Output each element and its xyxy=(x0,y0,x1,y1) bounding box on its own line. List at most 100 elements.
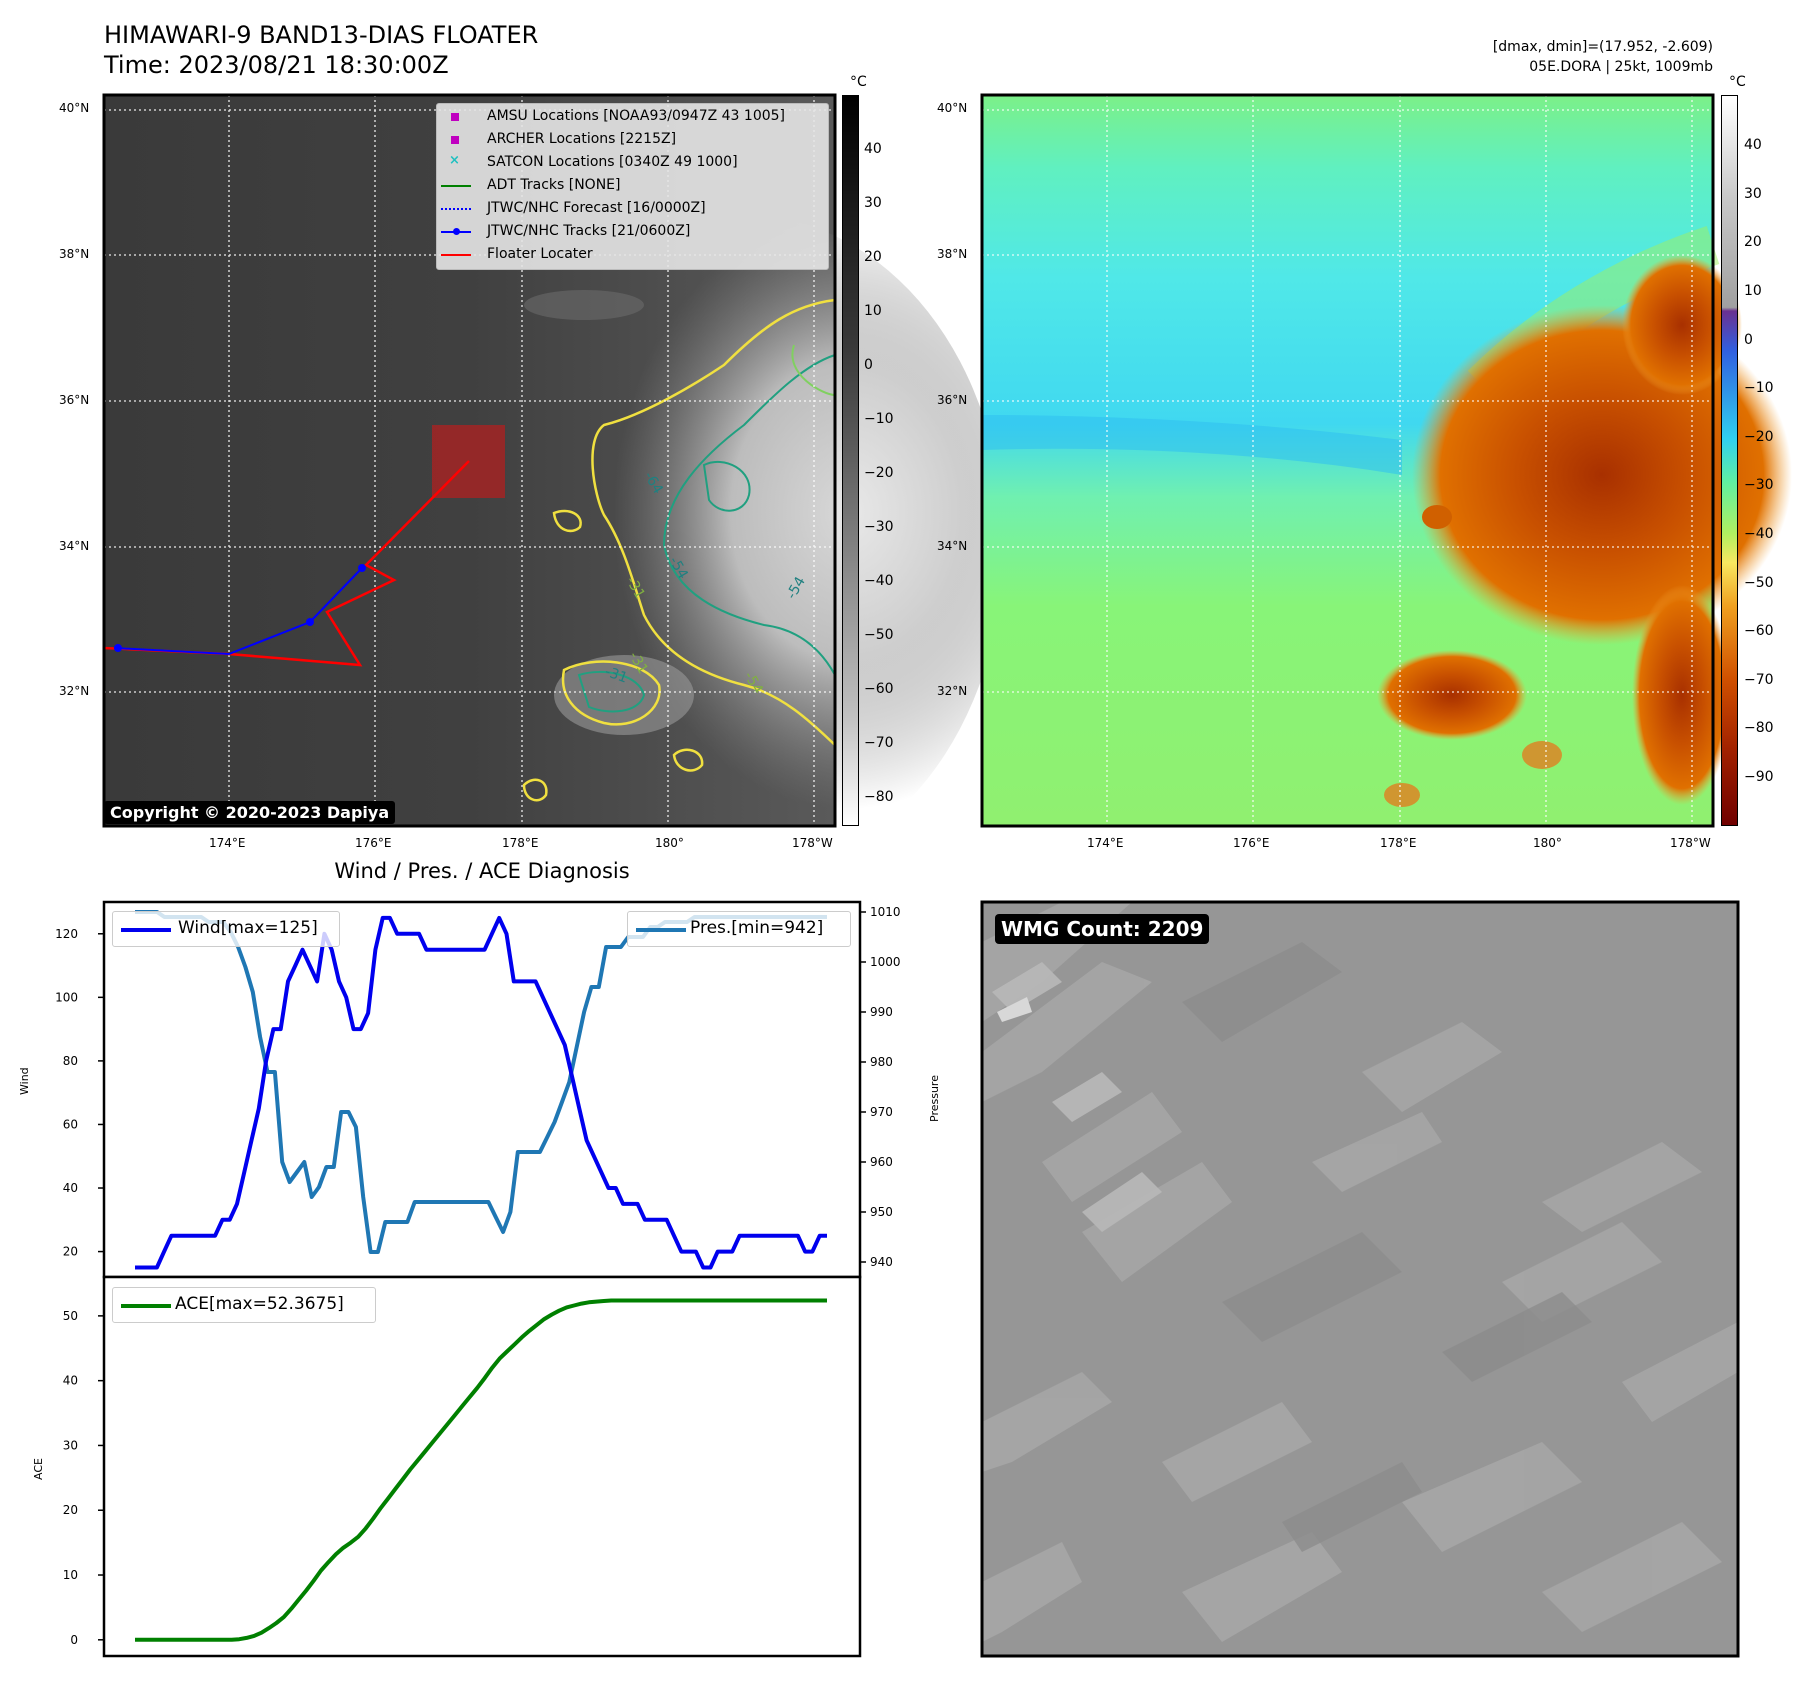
color-lon-tick: 174°E xyxy=(1087,836,1124,850)
archer-marker-icon xyxy=(451,136,459,144)
wind-ytick-label: 20 xyxy=(63,1245,78,1259)
pressure-ytick-label: 990 xyxy=(870,1005,893,1019)
amsu-marker-icon xyxy=(451,113,459,121)
pressure-ytick-label: 1010 xyxy=(870,905,901,919)
legend-amsu: AMSU Locations [NOAA93/0947Z 43 1005] xyxy=(487,108,786,124)
wind-ylabel: Wind xyxy=(18,1067,31,1095)
legend-tracks: JTWC/NHC Tracks [21/0600Z] xyxy=(487,223,691,239)
ace-legend-line-icon xyxy=(121,1304,171,1308)
cbar-tick: 10 xyxy=(864,303,882,319)
wind-ytick-label: 80 xyxy=(63,1054,78,1068)
ir-lat-tick: 38°N xyxy=(59,247,90,261)
color-lat-tick: 40°N xyxy=(937,101,968,115)
cbar-tick: 30 xyxy=(1744,186,1762,202)
wmg-map xyxy=(980,900,1740,1658)
ace-ytick-label: 50 xyxy=(63,1309,78,1323)
ir-lat-tick: 36°N xyxy=(59,393,90,407)
cbar-tick: −40 xyxy=(1744,526,1774,542)
pressure-legend: Pres.[min=942] xyxy=(627,911,851,947)
color-map xyxy=(980,93,1792,828)
wind-ytick-label: 60 xyxy=(63,1117,78,1131)
cbar-tick: −60 xyxy=(864,681,894,697)
ace-ylabel: ACE xyxy=(32,1458,45,1480)
color-header-line1: [dmax, dmin]=(17.952, -2.609) xyxy=(1492,39,1713,55)
pressure-ytick-label: 950 xyxy=(870,1205,893,1219)
wind-ytick-label: 120 xyxy=(55,927,78,941)
cbar-tick: −40 xyxy=(864,573,894,589)
cbar-tick: 40 xyxy=(864,141,882,157)
wind-ytick-label: 40 xyxy=(63,1181,78,1195)
ace-legend-label: ACE[max=52.3675] xyxy=(175,1294,344,1314)
wind-legend-line-icon xyxy=(121,928,171,932)
cbar-tick: −80 xyxy=(864,789,894,805)
cbar-tick: −20 xyxy=(1744,429,1774,445)
pressure-ylabel: Pressure xyxy=(928,1075,941,1122)
cbar-tick: −10 xyxy=(864,411,894,427)
ir-lat-tick: 40°N xyxy=(59,101,90,115)
pressure-legend-label: Pres.[min=942] xyxy=(690,918,824,938)
cbar-tick: 20 xyxy=(864,249,882,265)
ace-series-line xyxy=(135,1298,827,1642)
pressure-legend-line-icon xyxy=(636,928,686,932)
pressure-ytick-label: 1000 xyxy=(870,955,901,969)
cbar-tick: −30 xyxy=(1744,477,1774,493)
cbar-tick: −80 xyxy=(1744,720,1774,736)
floater-line-icon xyxy=(441,254,471,256)
ace-ytick-label: 20 xyxy=(63,1503,78,1517)
ace-plot-frame xyxy=(102,1275,862,1658)
color-lon-tick: 178°W xyxy=(1670,836,1711,850)
cbar-tick: 20 xyxy=(1744,234,1762,250)
legend-floater: Floater Locater xyxy=(487,246,593,262)
ir-lon-tick: 174°E xyxy=(209,836,246,850)
color-lat-tick: 32°N xyxy=(937,684,968,698)
ace-ytick-label: 40 xyxy=(63,1374,78,1388)
ir-lat-tick: 32°N xyxy=(59,684,90,698)
color-lat-tick: 38°N xyxy=(937,247,968,261)
cbar-tick: −70 xyxy=(1744,672,1774,688)
cbar-tick: 0 xyxy=(1744,332,1753,348)
ir-lon-tick: 180° xyxy=(655,836,684,850)
ace-ytick-label: 0 xyxy=(70,1633,78,1647)
color-lat-tick: 36°N xyxy=(937,393,968,407)
cbar-tick: −70 xyxy=(864,735,894,751)
color-colorbar xyxy=(1721,95,1738,826)
wind-pressure-chart: 20 40 60 80 100 120 940 950 960 970 980 990 1000 1010 xyxy=(55,900,901,1279)
ir-lat-tick: 34°N xyxy=(59,539,90,553)
color-header-line2: 05E.DORA | 25kt, 1009mb xyxy=(1529,59,1713,75)
legend-forecast: JTWC/NHC Forecast [16/0000Z] xyxy=(487,200,706,216)
ir-title-line2: Time: 2023/08/21 18:30:00Z xyxy=(104,51,449,79)
ir-lon-tick: 176°E xyxy=(355,836,392,850)
wind-series-line xyxy=(135,915,827,1270)
ir-lon-tick: 178°E xyxy=(502,836,539,850)
cbar-tick: −50 xyxy=(1744,575,1774,591)
cbar-tick: −90 xyxy=(1744,769,1774,785)
legend-adt: ADT Tracks [NONE] xyxy=(487,177,621,193)
ir-lon-tick: 178°W xyxy=(792,836,833,850)
forecast-line-icon xyxy=(441,208,471,210)
ir-unit: °C xyxy=(850,74,867,90)
pressure-ytick-label: 940 xyxy=(870,1255,893,1269)
pressure-ytick-label: 970 xyxy=(870,1105,893,1119)
cbar-tick: −20 xyxy=(864,465,894,481)
adt-line-icon xyxy=(441,185,471,187)
cbar-tick: −30 xyxy=(864,519,894,535)
ace-legend: ACE[max=52.3675] xyxy=(112,1287,376,1323)
diag-title: Wind / Pres. / ACE Diagnosis xyxy=(334,859,630,883)
legend-satcon: SATCON Locations [0340Z 49 1000] xyxy=(487,154,738,170)
copyright-badge: Copyright © 2020-2023 Dapiya xyxy=(104,801,396,824)
ir-title-line1: HIMAWARI-9 BAND13-DIAS FLOATER xyxy=(104,21,539,49)
cbar-tick: 30 xyxy=(864,195,882,211)
satcon-marker-icon: × xyxy=(449,153,460,168)
jtwc-track xyxy=(113,567,363,656)
cbar-tick: 40 xyxy=(1744,137,1762,153)
cbar-tick: −60 xyxy=(1744,623,1774,639)
ir-contour-yellow xyxy=(591,298,836,746)
wind-ytick-label: 100 xyxy=(55,990,78,1004)
ace-ytick-label: 10 xyxy=(63,1568,78,1582)
wmg-count-badge: WMG Count: 2209 xyxy=(995,914,1210,944)
ir-colorbar xyxy=(842,95,859,826)
cbar-tick: 0 xyxy=(864,357,873,373)
wind-legend-label: Wind[max=125] xyxy=(178,918,318,938)
pressure-ytick-label: 960 xyxy=(870,1155,893,1169)
pressure-ytick-label: 980 xyxy=(870,1055,893,1069)
